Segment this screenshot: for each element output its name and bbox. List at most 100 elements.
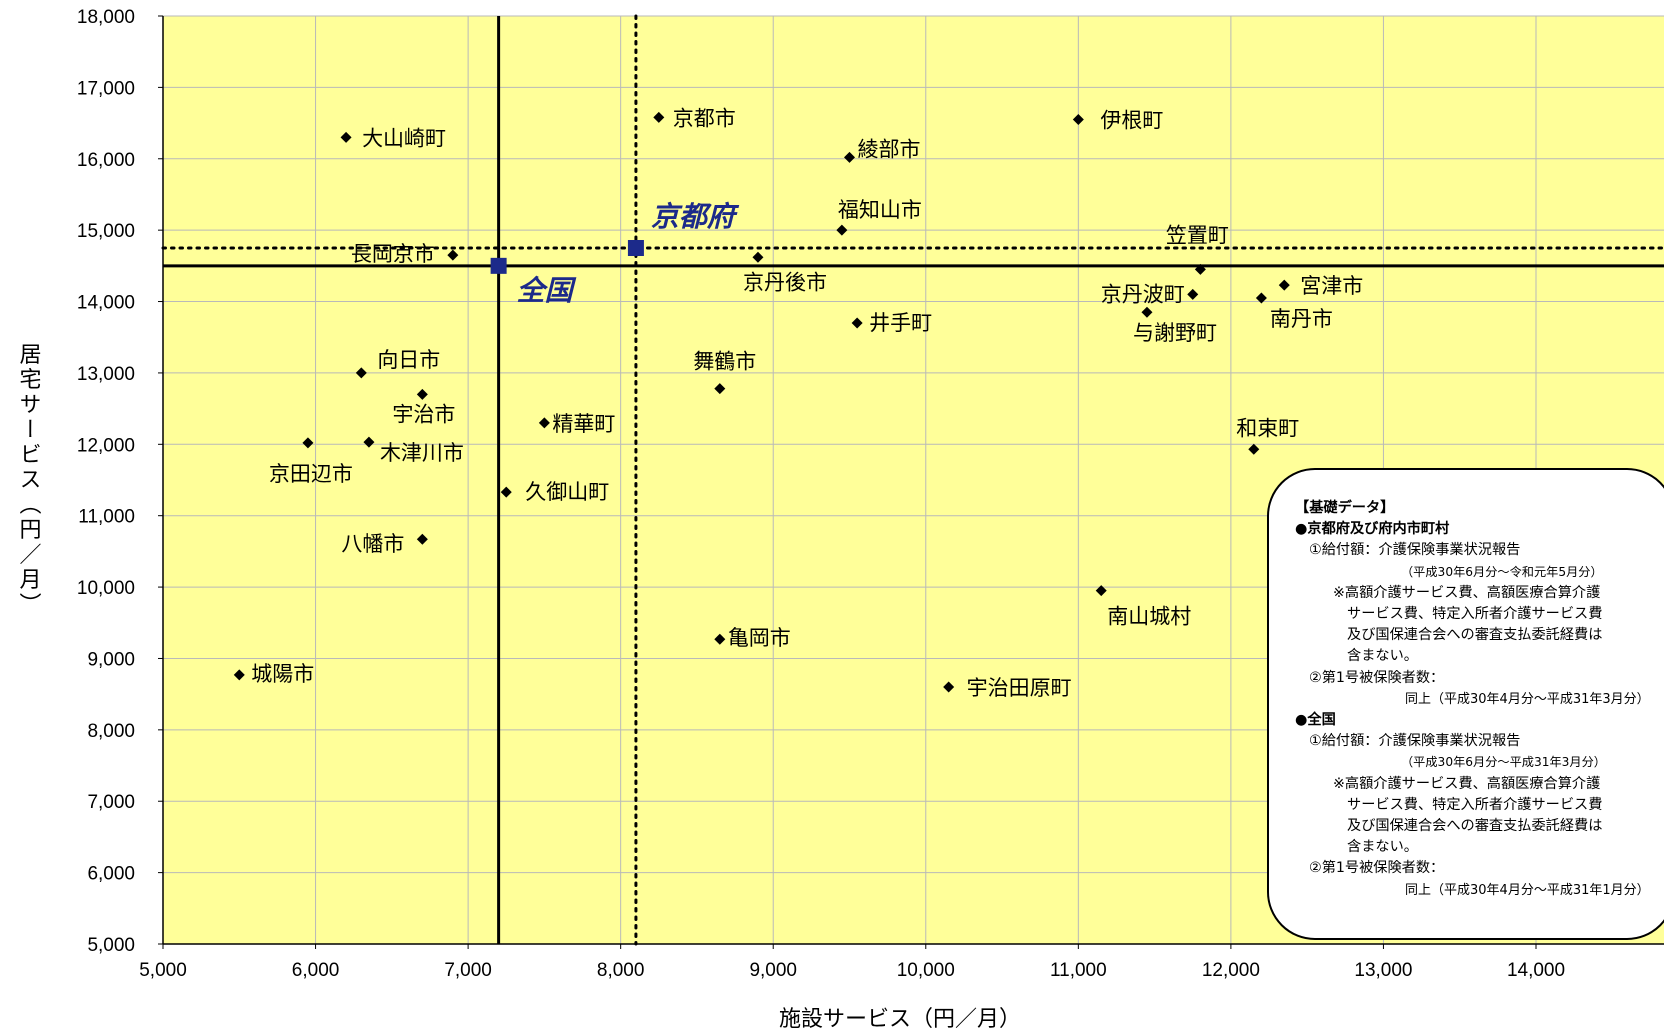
data-point-label: 久御山町 xyxy=(525,480,609,504)
note-kyoto-line1-period: （平成30年6月分～令和元年5月分） xyxy=(1401,564,1603,579)
data-point-label: 精華町 xyxy=(552,412,615,436)
data-point-label: 伊根町 xyxy=(1100,109,1163,133)
x-tick-label: 5,000 xyxy=(139,960,187,981)
y-tick-label: 11,000 xyxy=(78,507,135,528)
note-national-line2-period: 同上（平成30年4月分～平成31年1月分） xyxy=(1405,882,1650,898)
data-point-label: 福知山市 xyxy=(838,198,922,222)
reference-lines xyxy=(161,14,1664,946)
data-point-marker xyxy=(500,486,512,498)
data-point-marker xyxy=(851,317,863,329)
x-axis-title: 施設サービス（円／月） xyxy=(779,1007,1021,1032)
data-point-marker xyxy=(363,436,375,448)
note-national-note2: サービス費、特定入所者介護サービス費 xyxy=(1347,796,1603,813)
data-point-label: 亀岡市 xyxy=(728,626,791,650)
note-national-heading: ●全国 xyxy=(1295,712,1336,729)
note-national-line2: ②第1号被保険者数： xyxy=(1309,860,1445,877)
y-tick-label: 7,000 xyxy=(87,792,135,813)
note-kyoto-note2: サービス費、特定入所者介護サービス費 xyxy=(1347,606,1603,623)
data-point-marker xyxy=(714,383,726,395)
data-point-label: 宇治市 xyxy=(392,402,455,426)
y-tick-label: 9,000 xyxy=(87,649,135,670)
data-point-marker xyxy=(416,388,428,400)
data-point-marker xyxy=(1248,443,1260,455)
data-point-marker xyxy=(1255,292,1267,304)
y-tick-label: 14,000 xyxy=(77,293,135,314)
data-point-label: 京都市 xyxy=(673,106,736,130)
data-point-label: 綾部市 xyxy=(858,137,921,161)
data-point-label: 向日市 xyxy=(377,348,440,372)
data-point-marker xyxy=(1072,114,1084,126)
data-point-label: 笠置町 xyxy=(1166,223,1229,247)
x-tick-label: 6,000 xyxy=(292,960,340,981)
basic-data-note: 【基礎データ】 ●京都府及び府内市町村 ①給付額：介護保険事業状況報告 （平成3… xyxy=(1267,468,1664,940)
data-point-label: 京丹後市 xyxy=(743,270,827,294)
data-point-label: 宇治田原町 xyxy=(967,676,1072,700)
x-axis-ticks: 5,000 6,000 7,000 8,000 9,000 10,000 11,000 12,… xyxy=(139,943,1664,981)
data-point-marker xyxy=(836,224,848,236)
x-tick-label: 9,000 xyxy=(749,960,797,981)
x-tick-label: 12,000 xyxy=(1202,960,1260,981)
y-tick-label: 18,000 xyxy=(77,7,135,28)
note-kyoto-note4: 含まない。 xyxy=(1347,648,1418,665)
y-tick-label: 16,000 xyxy=(77,150,135,171)
y-tick-label: 13,000 xyxy=(77,364,135,385)
data-point-label: 京田辺市 xyxy=(269,462,353,486)
y-tick-label: 8,000 xyxy=(87,721,135,742)
data-point-label: 城陽市 xyxy=(251,662,314,686)
data-point-marker xyxy=(416,533,428,545)
data-point-label: 京丹波町 xyxy=(1101,282,1185,306)
data-point-label: 与謝野町 xyxy=(1133,321,1217,345)
x-tick-label: 8,000 xyxy=(597,960,645,981)
y-tick-label: 6,000 xyxy=(87,864,135,885)
data-point-marker xyxy=(1194,263,1206,275)
note-title: 【基礎データ】 xyxy=(1295,500,1395,516)
data-point-marker xyxy=(1141,306,1153,318)
y-axis-title: 居宅サービス（円／月） xyxy=(16,343,42,618)
note-kyoto-line2-period: 同上（平成30年4月分～平成31年3月分） xyxy=(1405,691,1650,707)
y-tick-label: 5,000 xyxy=(87,935,135,956)
note-kyoto-note3: 及び国保連合会への審査支払委託経費は xyxy=(1347,627,1603,644)
data-point-marker xyxy=(340,131,352,143)
note-kyoto-note1: ※高額介護サービス費、高額医療合算介護 xyxy=(1333,584,1601,601)
data-point-marker xyxy=(1278,279,1290,291)
data-point-marker xyxy=(447,249,459,261)
data-point-label: 南丹市 xyxy=(1270,307,1333,331)
data-point-marker xyxy=(1095,585,1107,597)
note-national-line1-period: （平成30年6月分～平成31年3月分） xyxy=(1401,755,1606,770)
x-tick-label: 14,000 xyxy=(1507,960,1565,981)
note-national-note4: 含まない。 xyxy=(1347,839,1418,856)
x-tick-label: 7,000 xyxy=(444,960,492,981)
y-tick-label: 12,000 xyxy=(77,435,135,456)
data-point-label: 大山崎町 xyxy=(362,126,446,150)
data-point-label: 長岡京市 xyxy=(351,242,435,266)
note-national-note1: ※高額介護サービス費、高額医療合算介護 xyxy=(1333,775,1601,792)
note-national-line1: ①給付額：介護保険事業状況報告 xyxy=(1309,733,1521,750)
y-tick-label: 10,000 xyxy=(77,578,135,599)
data-point-label: 南山城村 xyxy=(1107,605,1191,629)
data-point-marker xyxy=(233,669,245,681)
note-kyoto-line2: ②第1号被保険者数： xyxy=(1309,669,1445,686)
note-national-note3: 及び国保連合会への審査支払委託経費は xyxy=(1347,818,1603,835)
data-point-label: 井手町 xyxy=(869,311,932,335)
data-point-marker xyxy=(538,417,550,429)
y-tick-label: 17,000 xyxy=(77,78,135,99)
data-point-label: 宮津市 xyxy=(1300,274,1363,298)
data-point-marker xyxy=(355,367,367,379)
data-point-label: 舞鶴市 xyxy=(693,350,756,374)
data-point-marker xyxy=(1187,288,1199,300)
data-point-marker xyxy=(844,151,855,163)
data-point-marker xyxy=(943,681,955,693)
x-tick-label: 11,000 xyxy=(1050,960,1107,981)
data-point-label: 八幡市 xyxy=(341,532,404,556)
data-point-marker xyxy=(653,111,665,123)
highlight-marker xyxy=(627,240,644,256)
data-point-marker xyxy=(302,437,314,449)
y-tick-label: 15,000 xyxy=(77,221,135,242)
data-point-marker xyxy=(752,251,764,263)
data-point-marker xyxy=(714,633,726,645)
highlight-marker xyxy=(490,257,507,274)
data-point-label: 木津川市 xyxy=(380,441,464,465)
x-tick-label: 10,000 xyxy=(897,960,955,981)
note-kyoto-heading: ●京都府及び府内市町村 xyxy=(1295,521,1450,538)
